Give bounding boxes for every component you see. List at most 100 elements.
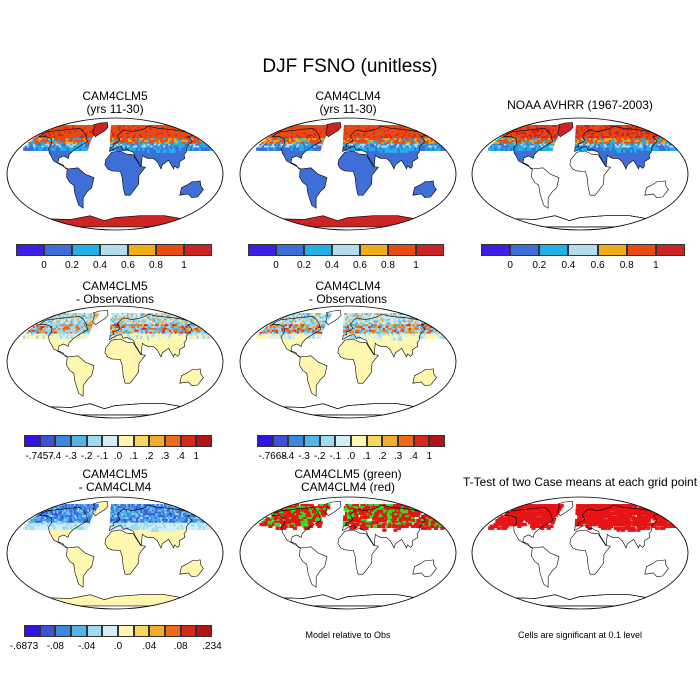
colorbar-tick-label: .3	[160, 451, 170, 462]
colorbar-swatch	[71, 435, 87, 447]
landmass-sa	[66, 167, 94, 209]
landmass-au	[644, 180, 669, 198]
panel-title-obs: NOAA AVHRR (1967-2003)	[507, 98, 653, 112]
colorbar-swatch	[86, 625, 103, 637]
coastline-gl	[92, 122, 109, 138]
coastline-na	[503, 128, 553, 170]
note-model-relative: Model relative to Obs	[305, 630, 391, 640]
colorbar-swatch	[626, 244, 656, 256]
colorbar-swatch	[319, 435, 336, 447]
colorbar-tick-label: .08	[173, 641, 188, 652]
colorbar-tick-label: .1	[362, 451, 371, 462]
coastline-sa	[66, 546, 95, 588]
colorbar-swatch	[156, 244, 184, 256]
landmass-ant	[280, 215, 416, 227]
colorbar-tick-label: .0	[113, 451, 123, 462]
colorbar-tick-label: 0.6	[121, 260, 135, 271]
coastline-eur	[342, 313, 427, 358]
coastline-eur	[109, 125, 194, 170]
coastline-sa	[299, 546, 328, 588]
coastline-af	[337, 150, 379, 196]
colorbar-swatch	[568, 244, 598, 256]
colorbar-swatch	[100, 244, 128, 256]
figure-title: DJF FSNO (unitless)	[262, 56, 438, 77]
coastline-ant	[47, 594, 183, 607]
colorbar-tick-label: -.1	[96, 451, 109, 462]
panel-title-green-red: CAM4CLM5 (green) CAM4CLM4 (red)	[294, 467, 402, 494]
colorbar-tick-label: .3	[393, 451, 403, 462]
landmass-af	[569, 151, 611, 196]
colorbar-tick-label: .4	[409, 451, 418, 462]
colorbar-swatch	[366, 435, 383, 447]
colorbar-swatch	[86, 435, 103, 447]
colorbar-swatch	[429, 435, 445, 447]
map-clm5-minus-clm4	[6, 496, 224, 610]
colorbar-tick-label: .2	[145, 451, 154, 462]
panel-title-ttest: T-Test of two Case means at each grid po…	[462, 475, 698, 489]
coastline-au	[412, 180, 437, 198]
colorbar-swatch	[133, 625, 150, 637]
colorbar-swatch	[16, 244, 44, 256]
landmass-au	[179, 559, 204, 577]
colorbar-swatch	[72, 244, 100, 256]
colorbar-swatch	[335, 435, 351, 447]
colorbar-tick-label: 0.4	[93, 260, 107, 271]
colorbar-swatch	[149, 625, 165, 637]
colorbar-swatch	[398, 435, 414, 447]
landmass-af	[104, 530, 146, 575]
coastline-af	[104, 338, 146, 384]
coastline-na	[271, 507, 321, 549]
colorbar-swatch	[55, 435, 71, 447]
colorbar-tick-label: 0	[41, 260, 47, 271]
landmass-au	[412, 180, 437, 198]
colorbar-tick-label: -.2	[313, 451, 326, 462]
coastline-gl	[325, 122, 342, 138]
map-frame	[239, 496, 457, 610]
colorbar-swatch	[413, 435, 430, 447]
landmass-au	[644, 559, 669, 577]
colorbar-tick-label: -.7668	[258, 451, 287, 462]
colorbar-swatch	[133, 435, 150, 447]
colorbar-swatch	[257, 435, 273, 447]
colorbar-swatch	[655, 244, 685, 256]
colorbar-swatch	[288, 435, 304, 447]
colorbar-tick-label: .0	[113, 641, 123, 652]
colorbar-swatch	[118, 625, 134, 637]
coastline-na	[38, 316, 88, 358]
map-clm5	[6, 117, 224, 231]
colorbar-tick-label: 0.4	[325, 260, 339, 271]
colorbar-swatch	[128, 244, 156, 256]
landmass-af	[337, 339, 379, 384]
colorbar-swatch	[24, 435, 40, 447]
coastline-na	[38, 507, 88, 549]
coastline-gl	[92, 310, 109, 326]
coastline-au	[644, 180, 669, 198]
colorbar-swatch	[416, 244, 444, 256]
landmass-sa	[66, 355, 94, 397]
coastline-na	[271, 316, 321, 358]
colorbar-swatch	[248, 244, 276, 256]
coastline-eur	[109, 504, 194, 549]
colorbar-tick-label: -.7457	[25, 451, 54, 462]
landmass-af	[104, 151, 146, 196]
colorbar-tick-label: 0.6	[353, 260, 367, 271]
colorbar-tick-label: 0.2	[297, 260, 311, 271]
colorbar-swatch	[102, 625, 118, 637]
colorbar-swatch	[597, 244, 627, 256]
coastline-gl	[92, 501, 109, 517]
map-clm5-minus-obs	[6, 305, 224, 419]
landmass-sa	[66, 546, 94, 588]
coastline-eur	[342, 125, 427, 170]
coastline-au	[179, 368, 204, 386]
landmass-af	[337, 530, 379, 575]
landmass-au	[412, 559, 437, 577]
landmass-af	[569, 530, 611, 575]
map-frame	[471, 496, 689, 610]
colorbar-swatch	[71, 625, 87, 637]
colorbar-swatch	[44, 244, 72, 256]
coastline-ant	[47, 403, 183, 416]
coastline-au	[179, 180, 204, 198]
coastline-sa	[66, 167, 95, 209]
coastline-eur	[574, 125, 659, 170]
colorbar-swatch	[481, 244, 511, 256]
